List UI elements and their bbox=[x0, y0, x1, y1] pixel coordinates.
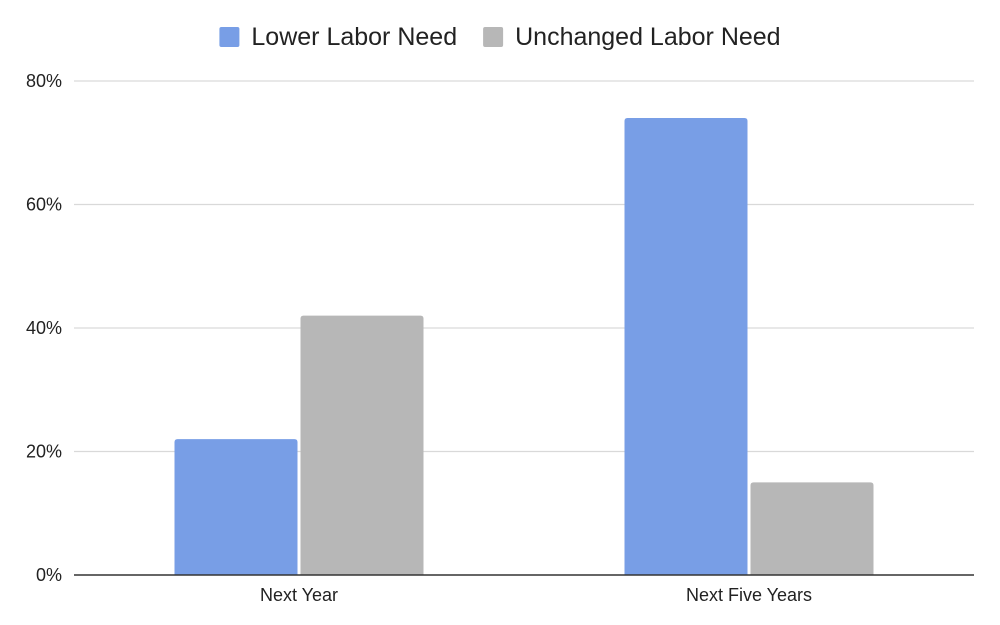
x-category-label: Next Five Years bbox=[686, 585, 812, 605]
gridlines bbox=[74, 80, 974, 453]
bar-0-0 bbox=[174, 439, 298, 575]
legend: Lower Labor Need Unchanged Labor Need bbox=[219, 23, 781, 51]
bar-0-1 bbox=[300, 315, 424, 575]
legend-label-0: Lower Labor Need bbox=[251, 23, 457, 51]
x-category-label: Next Year bbox=[260, 585, 338, 605]
legend-swatch-1 bbox=[483, 27, 504, 47]
y-tick-label: 60% bbox=[26, 195, 62, 215]
y-tick-label: 40% bbox=[26, 318, 62, 338]
y-axis-ticks: 0% 20% 40% 60% 80% bbox=[26, 71, 62, 585]
bar-1-0 bbox=[624, 118, 748, 576]
bar-1-1 bbox=[750, 482, 874, 575]
y-tick-label: 80% bbox=[26, 71, 62, 91]
bars bbox=[174, 118, 874, 576]
legend-label-1: Unchanged Labor Need bbox=[515, 23, 780, 51]
y-tick-label: 20% bbox=[26, 442, 62, 462]
y-tick-label: 0% bbox=[36, 565, 62, 585]
x-axis: Next Year Next Five Years bbox=[74, 574, 974, 605]
legend-swatch-0 bbox=[219, 27, 240, 47]
